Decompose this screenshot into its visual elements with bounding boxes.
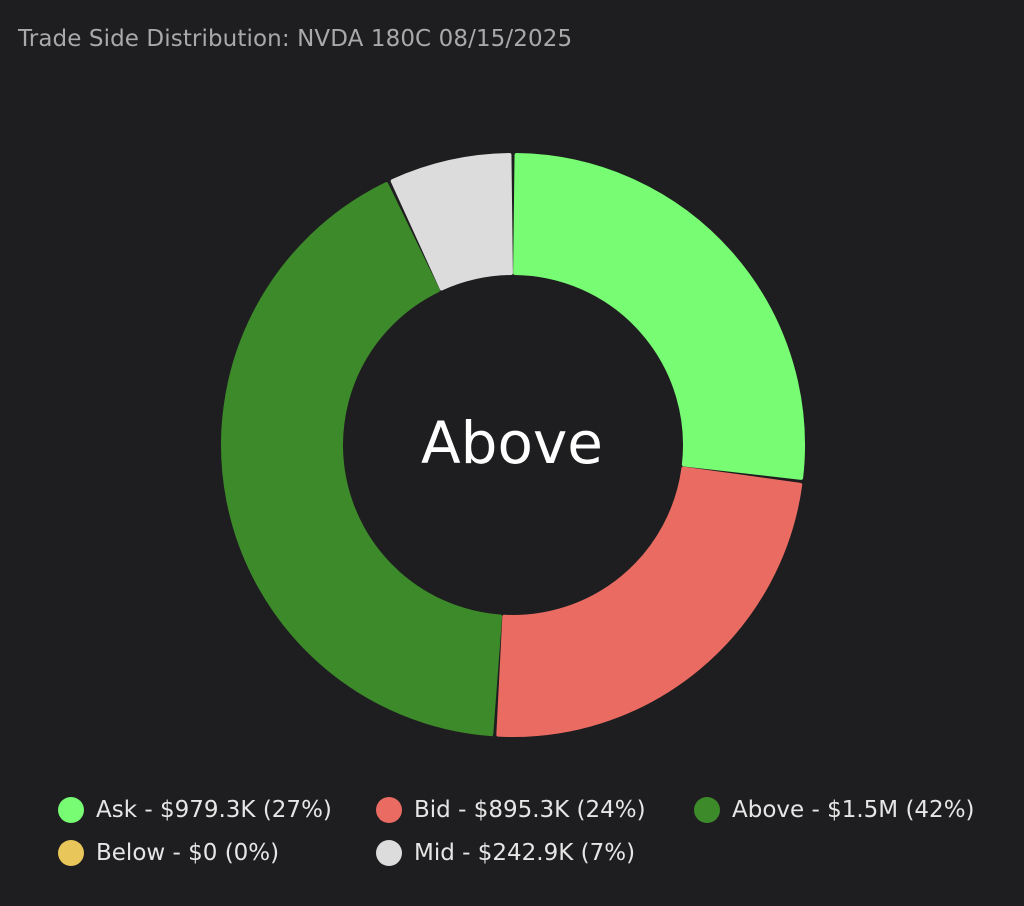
- slice-ask[interactable]: [513, 153, 805, 480]
- legend-item-below[interactable]: Below - $0 (0%): [58, 840, 279, 866]
- slice-mid[interactable]: [390, 153, 513, 291]
- legend-label-above: Above - $1.5M (42%): [732, 797, 975, 823]
- center-label: Above: [421, 409, 603, 477]
- legend-label-ask: Ask - $979.3K (27%): [96, 797, 332, 823]
- legend-item-ask[interactable]: Ask - $979.3K (27%): [58, 797, 332, 823]
- legend-swatch-ask: [58, 797, 84, 823]
- legend-swatch-mid: [376, 840, 402, 866]
- legend-item-bid[interactable]: Bid - $895.3K (24%): [376, 797, 646, 823]
- legend-label-below: Below - $0 (0%): [96, 840, 280, 866]
- legend-swatch-below: [58, 840, 84, 866]
- legend-swatch-bid: [376, 797, 402, 823]
- slice-above[interactable]: [221, 182, 503, 737]
- slice-bid[interactable]: [496, 466, 803, 737]
- chart-title: Trade Side Distribution: NVDA 180C 08/15…: [18, 26, 573, 52]
- legend-item-above[interactable]: Above - $1.5M (42%): [694, 797, 975, 823]
- legend-label-bid: Bid - $895.3K (24%): [414, 797, 646, 823]
- legend-item-mid[interactable]: Mid - $242.9K (7%): [376, 840, 635, 866]
- legend-label-mid: Mid - $242.9K (7%): [414, 840, 636, 866]
- legend-swatch-above: [694, 797, 720, 823]
